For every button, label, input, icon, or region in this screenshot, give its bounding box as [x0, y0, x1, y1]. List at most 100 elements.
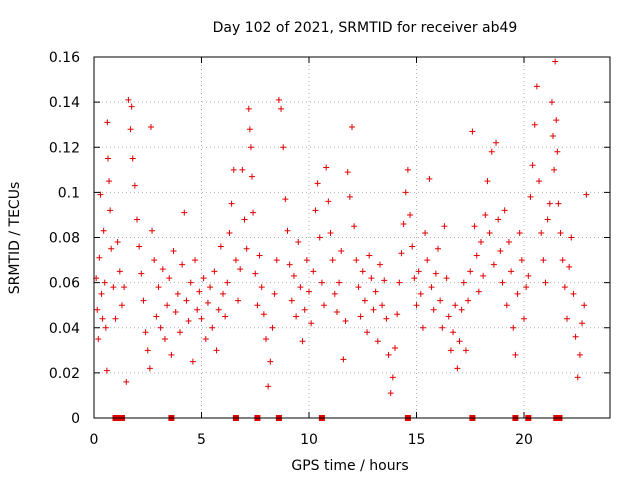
data-point	[237, 266, 244, 273]
data-point	[456, 338, 463, 345]
data-point	[273, 257, 280, 264]
data-point	[142, 329, 149, 336]
data-point	[275, 96, 282, 103]
data-point	[490, 261, 497, 268]
data-point	[98, 290, 105, 297]
data-point	[325, 198, 332, 205]
data-point	[179, 261, 186, 268]
data-point	[570, 290, 577, 297]
data-point	[355, 284, 362, 291]
data-point	[516, 229, 523, 236]
data-point	[546, 200, 553, 207]
data-point	[282, 196, 289, 203]
data-point	[131, 182, 138, 189]
data-point	[269, 324, 276, 331]
data-point	[157, 324, 164, 331]
data-point	[138, 270, 145, 277]
data-point	[372, 288, 379, 295]
data-point	[361, 297, 368, 304]
data-point	[217, 243, 224, 250]
data-point	[280, 144, 287, 151]
data-point	[155, 284, 162, 291]
data-point	[529, 162, 536, 169]
data-point	[381, 277, 388, 284]
data-point	[426, 175, 433, 182]
data-point	[366, 252, 373, 259]
data-point	[295, 239, 302, 246]
data-point	[290, 272, 297, 279]
y-axis-label: SRMTID / TECUs	[7, 182, 23, 295]
data-point	[293, 313, 300, 320]
data-point	[336, 279, 343, 286]
data-point	[94, 306, 101, 313]
data-point	[344, 169, 351, 176]
data-point	[471, 223, 478, 230]
data-point	[404, 166, 411, 173]
data-point	[460, 279, 467, 286]
data-point	[364, 329, 371, 336]
data-point	[209, 324, 216, 331]
data-point	[387, 390, 394, 397]
y-tick-label: 0.1	[58, 185, 80, 201]
data-point	[151, 257, 158, 264]
data-point	[278, 105, 285, 112]
data-point	[581, 302, 588, 309]
data-point	[512, 351, 519, 358]
data-point	[435, 245, 441, 252]
data-point	[125, 96, 132, 103]
data-point	[523, 284, 530, 291]
data-point	[493, 139, 500, 146]
data-point	[450, 329, 457, 336]
data-point	[480, 272, 487, 279]
data-point	[161, 336, 168, 343]
data-point	[149, 227, 156, 234]
data-point	[527, 193, 534, 200]
data-point	[224, 279, 231, 286]
data-point	[127, 126, 134, 133]
y-tick-label: 0.12	[49, 140, 80, 156]
data-point	[308, 320, 315, 327]
data-point	[144, 347, 151, 354]
y-tick-label: 0.04	[49, 321, 80, 337]
data-point	[140, 297, 147, 304]
data-point	[503, 302, 510, 309]
data-point	[495, 216, 502, 223]
x-tick-label: 20	[515, 432, 533, 448]
data-point	[134, 216, 140, 223]
data-point	[424, 257, 431, 264]
data-point	[499, 279, 506, 286]
data-point	[359, 268, 366, 275]
data-point	[376, 261, 383, 268]
data-point	[544, 216, 551, 223]
data-point	[551, 166, 558, 173]
data-point	[353, 257, 360, 264]
data-point	[232, 257, 239, 264]
data-point	[159, 266, 166, 273]
data-point	[552, 58, 559, 65]
y-tick-label: 0	[71, 411, 80, 427]
data-point	[181, 209, 188, 216]
data-point	[107, 207, 114, 214]
data-point	[239, 166, 246, 173]
data-point	[402, 189, 409, 196]
data-point	[123, 378, 130, 385]
data-point	[559, 257, 566, 264]
data-point	[211, 268, 218, 275]
data-point	[407, 211, 414, 218]
data-point	[249, 173, 256, 180]
x-tick-label: 0	[90, 432, 99, 448]
data-point	[561, 284, 568, 291]
data-point	[540, 257, 547, 264]
data-point	[510, 324, 517, 331]
data-point	[482, 211, 489, 218]
data-point	[550, 132, 557, 139]
data-point	[538, 229, 545, 236]
y-tick-label: 0.08	[49, 231, 80, 247]
data-point	[323, 164, 330, 171]
data-point	[437, 297, 444, 304]
data-point	[103, 367, 110, 374]
data-point	[557, 229, 564, 236]
data-point	[554, 148, 561, 155]
data-point	[108, 245, 115, 252]
data-point	[110, 284, 117, 291]
